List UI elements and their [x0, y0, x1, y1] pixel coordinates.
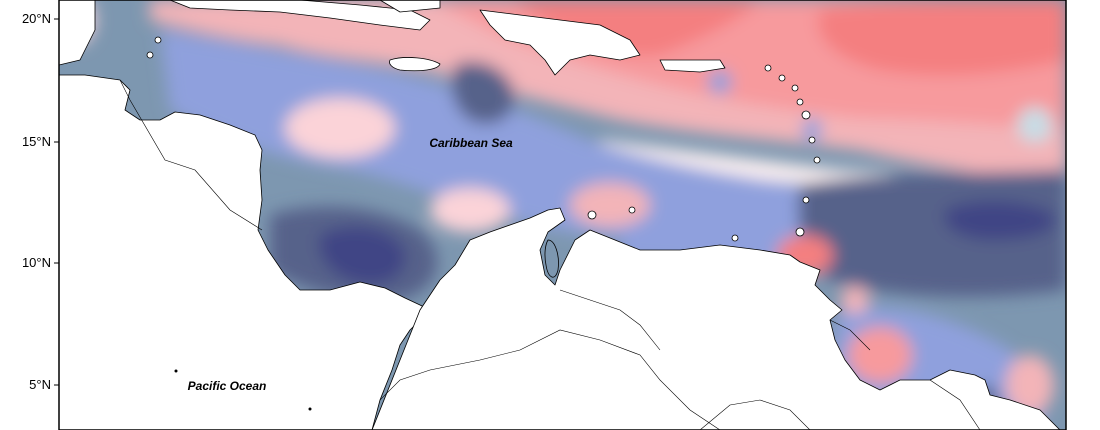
lesser-antilles	[146, 36, 821, 242]
periwinkle-belt	[160, 30, 800, 243]
pacific-ocean-label: Pacific Ocean	[188, 379, 267, 393]
plot-area	[59, 0, 1066, 430]
deep-core-central	[319, 226, 406, 285]
warm-core-red-east	[818, 0, 1066, 76]
lake-maracaibo	[544, 239, 559, 278]
jamaica	[389, 57, 441, 72]
land	[59, 0, 1061, 430]
pink-blob-west	[285, 98, 395, 158]
dark-slate-north	[451, 61, 515, 124]
lat-axis	[54, 18, 59, 386]
blue-spot-puerto	[708, 70, 732, 94]
lat-tick-10n: 10°N	[22, 255, 51, 270]
deep-core-east	[944, 200, 1056, 240]
bahamas-edge	[379, 0, 441, 13]
pacific-marker-2	[308, 407, 312, 411]
caribbean-sea-label: Caribbean Sea	[429, 136, 513, 150]
borders	[119, 79, 981, 430]
lat-tick-5n: 5°N	[29, 377, 51, 392]
pale-blob-east	[1017, 107, 1053, 143]
blue-spot-guadeloupe	[802, 118, 822, 142]
warm-core-red	[510, 0, 760, 56]
lat-tick-20n: 20°N	[22, 11, 51, 26]
south-america	[371, 207, 1061, 430]
pink-blob-suriname	[1006, 355, 1054, 415]
cuba	[169, 0, 431, 31]
hispaniola	[479, 9, 641, 76]
map-frame	[58, 0, 1067, 430]
pink-blob-south	[430, 188, 510, 232]
pink-blob-guyana	[848, 327, 912, 383]
pacific-marker	[174, 369, 178, 373]
pink-blob-gulf	[570, 183, 650, 227]
puerto-rico	[659, 59, 726, 73]
lat-tick-15n: 15°N	[22, 134, 51, 149]
yucatan-tip	[59, 0, 96, 66]
central-america	[59, 74, 431, 430]
pink-blob-orinoco	[841, 286, 869, 314]
